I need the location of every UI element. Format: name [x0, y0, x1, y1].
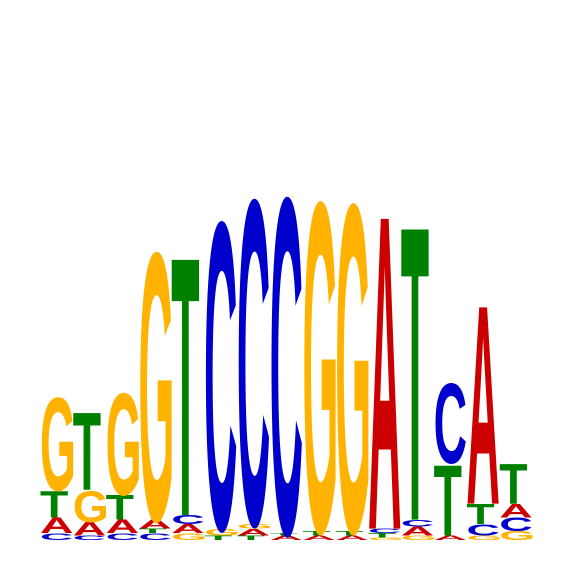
logo-letter-A: A [466, 247, 499, 565]
logo-letter-A: A [138, 517, 171, 531]
logo-letter-A: A [40, 513, 73, 538]
logo-letter-T: T [237, 534, 265, 541]
logo-letter-G: G [138, 173, 174, 566]
logo-letter-T: T [40, 483, 68, 525]
logo-letter-C: C [466, 522, 499, 539]
logo-letter-T: T [302, 530, 330, 537]
logo-letter-G: G [368, 537, 404, 541]
logo-letter-C: C [106, 532, 139, 543]
logo-letter-A: A [171, 522, 204, 536]
logo-letter-T: T [270, 533, 298, 537]
logo-letter-T: T [434, 444, 462, 557]
logo-column-9: ATG [302, 104, 338, 566]
logo-letter-G: G [40, 371, 76, 519]
logo-letter-C: C [368, 528, 401, 535]
logo-letter-T: T [106, 488, 134, 527]
logo-letter-A: A [499, 500, 532, 521]
logo-letter-C: C [204, 131, 237, 566]
logo-letter-G: G [499, 529, 535, 543]
logo-letter-G: G [204, 527, 240, 538]
logo-letter-C: C [499, 514, 532, 535]
logo-column-8: ATC [270, 97, 304, 566]
logo-letter-G: G [237, 523, 273, 530]
logo-letter-A: A [270, 534, 304, 541]
logo-column-6: TGC [204, 131, 240, 566]
logo-letter-T: T [138, 528, 166, 535]
logo-letter-G: G [335, 106, 371, 566]
logo-letter-T: T [335, 530, 363, 537]
logo-letter-C: C [270, 97, 303, 566]
logo-letter-G: G [106, 363, 142, 526]
logo-letter-G: G [401, 534, 437, 541]
logo-letter-T: T [204, 534, 232, 541]
logo-letter-A: A [73, 518, 106, 539]
logo-letter-C: C [401, 518, 434, 529]
logo-letter-A: A [401, 524, 434, 538]
logo-letter-C: C [434, 361, 467, 488]
logo-letter-T: T [401, 137, 429, 566]
logo-letter-C: C [237, 103, 270, 566]
logo-letter-C: C [40, 532, 73, 543]
logo-letter-A: A [106, 516, 139, 537]
logo-letter-T: T [466, 499, 495, 531]
logo-letter-A: A [335, 534, 369, 541]
logo-letter-T: T [368, 532, 396, 539]
logo-letter-T: T [171, 181, 199, 566]
logo-letter-T: T [499, 453, 528, 517]
logo-letter-A: A [434, 534, 468, 541]
logo-letter-C: C [73, 534, 106, 541]
logo-column-13: ATC [434, 361, 468, 558]
logo-letter-A: A [237, 527, 270, 538]
logo-letter-C: C [171, 513, 204, 527]
logo-column-10: ATG [335, 106, 371, 566]
logo-letter-G: G [302, 104, 338, 566]
logo-letter-G: G [73, 482, 109, 532]
logo-letter-G: G [171, 532, 207, 543]
logo-letter-C: C [138, 532, 171, 543]
logo-letter-T: T [73, 391, 101, 515]
logo-letter-A: A [302, 534, 336, 541]
logo-letter-G: G [466, 534, 502, 541]
logo-letter-A: A [368, 121, 401, 566]
